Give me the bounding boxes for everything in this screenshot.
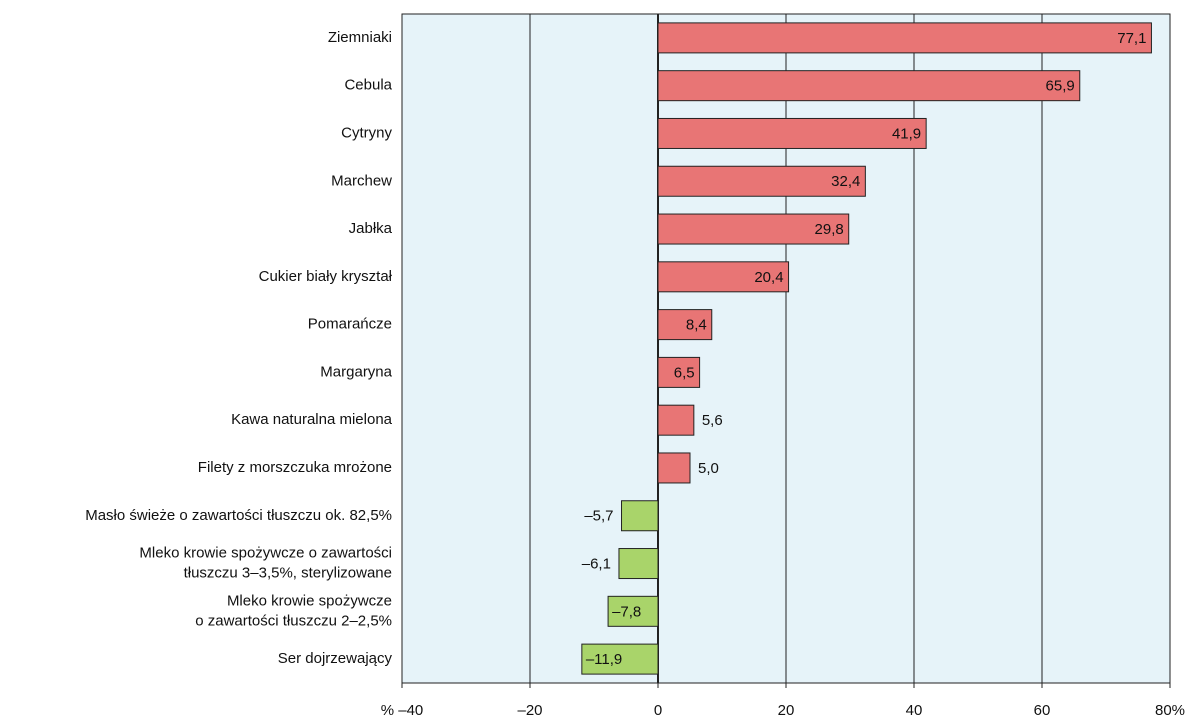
x-tick-label: –20 (517, 702, 542, 719)
value-label: –6,1 (582, 556, 611, 573)
bar (657, 404, 695, 436)
bar (581, 643, 659, 675)
category-label: Marchew (331, 172, 392, 189)
value-label: 8,4 (686, 317, 707, 334)
bar (621, 500, 659, 532)
category-label: Jabłka (349, 220, 393, 237)
bar (657, 452, 691, 484)
x-tick-label: 40 (906, 702, 923, 719)
value-label: –5,7 (584, 508, 613, 525)
bar (657, 309, 713, 341)
x-tick-label: 80% (1155, 702, 1185, 719)
category-label: Masło świeże o zawartości tłuszczu ok. 8… (85, 507, 392, 524)
value-label: 65,9 (1046, 78, 1075, 95)
x-tick-label: 60 (1034, 702, 1051, 719)
category-label: Filety z morszczuka mrożone (198, 459, 392, 476)
category-label: Pomarańcze (308, 316, 392, 333)
value-label: 5,6 (702, 412, 723, 429)
value-label: 5,0 (698, 460, 719, 477)
bar (657, 22, 1152, 54)
bar (657, 165, 866, 197)
value-label: 20,4 (754, 269, 783, 286)
category-label: Cytryny (341, 124, 392, 141)
category-label: Ser dojrzewający (278, 650, 393, 667)
category-label: Mleko krowie spożywcze o zawartości tłusz… (139, 545, 392, 582)
bar (657, 261, 790, 293)
bar (618, 548, 659, 580)
category-label: Cukier biały kryształ (259, 268, 393, 285)
category-label: Mleko krowie spożywcze o zawartości tłusz… (195, 592, 392, 629)
value-label: 77,1 (1117, 30, 1146, 47)
value-label: –11,9 (586, 651, 622, 668)
x-tick-label: 0 (654, 702, 662, 719)
x-tick-label: % –40 (381, 702, 424, 719)
value-label: 41,9 (892, 125, 921, 142)
x-tick-label: 20 (778, 702, 795, 719)
bar (607, 595, 659, 627)
value-label: –7,8 (612, 603, 641, 620)
value-label: 6,5 (674, 364, 695, 381)
bar (657, 356, 701, 388)
category-label: Margaryna (320, 363, 392, 380)
category-label: Ziemniaki (328, 29, 392, 46)
value-label: 32,4 (831, 173, 860, 190)
bar (657, 70, 1081, 102)
bar (657, 117, 927, 149)
category-label: Cebula (344, 77, 392, 94)
bar (657, 213, 850, 245)
category-label: Kawa naturalna mielona (231, 411, 393, 428)
value-label: 29,8 (815, 221, 844, 238)
